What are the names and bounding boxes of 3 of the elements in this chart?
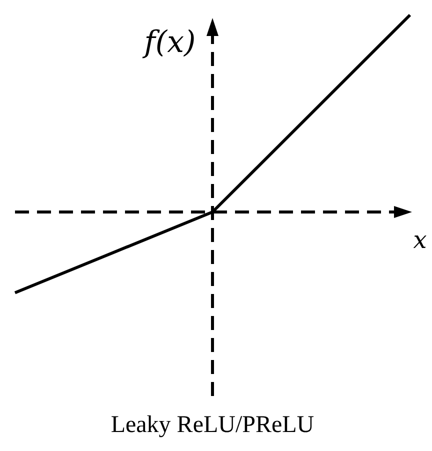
text: Leaky ReLU/PReLU [110,412,314,438]
x-axis-title: x [413,226,428,254]
y-axis-title: f(x) [142,25,196,60]
